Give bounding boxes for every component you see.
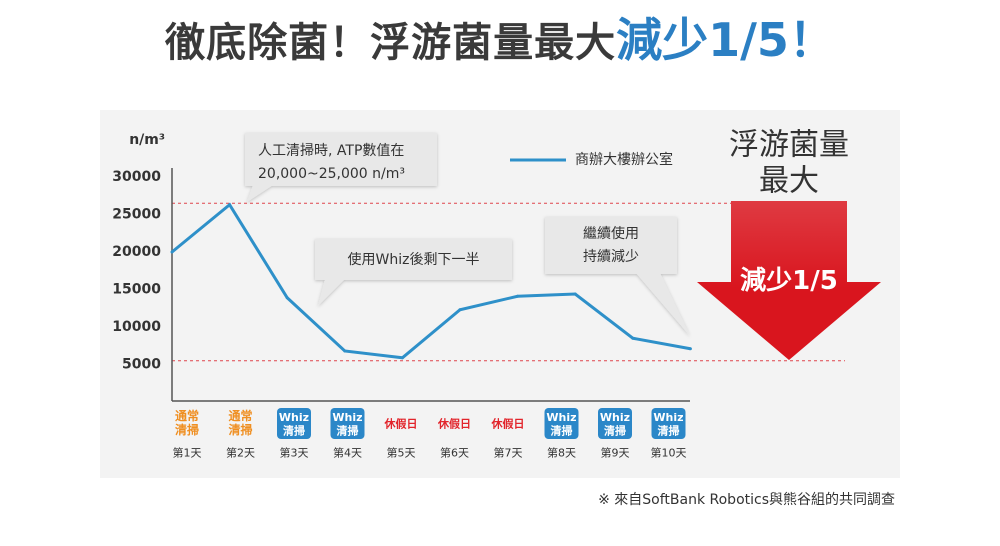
y-axis-label: n/m³ [129,132,165,148]
category-tag-text: 休假日 [437,417,471,431]
data-point [516,294,520,298]
annotation-box [545,217,677,274]
x-tick-label: 第2天 [226,446,255,460]
annotation-text: 繼續使用 [583,225,639,242]
category-tag-text: 休假日 [491,417,525,431]
annotation-box [245,133,437,186]
annotation-bubble [245,133,437,202]
category-tag-text: 清掃 [337,424,359,438]
annotation-bubble [315,239,512,306]
data-point [573,292,577,296]
data-point [400,356,404,360]
annotation-text: 使用Whiz後剩下一半 [348,251,480,268]
y-tick-label: 5000 [122,357,161,373]
category-tag-text: 清掃 [175,422,199,437]
annotation-tail [247,185,273,202]
category-tag-text: 清掃 [228,422,252,437]
category-tag-text: Whiz [332,411,362,424]
category-tag-text: 通常 [228,408,252,423]
x-tick-labels: 第1天 第2天 第3天 第4天 第5天 第6天 第7天 第8天 第9天 第10天 [173,446,687,460]
axes [171,168,690,402]
category-tag-text: Whiz [279,411,309,424]
title-main: 徹底除菌！浮游菌量最大 [165,20,617,66]
annotation-text: 持續減少 [583,248,639,265]
data-point [458,308,462,312]
category-tag-text: Whiz [600,411,630,424]
category-tag-text: 清掃 [658,424,680,438]
category-tag-badge [651,408,686,439]
x-tick-label: 第9天 [601,446,630,460]
y-tick-label: 30000 [112,169,161,185]
category-tag-badge [277,408,311,439]
series [170,202,692,360]
annotation-box [315,239,512,280]
category-tag-badge [598,408,632,439]
y-tick-labels: 5000 10000 15000 20000 25000 30000 [112,169,161,373]
category-tag-text: 清掃 [283,424,305,438]
callout-heading-line2: 最大 [759,164,819,199]
y-tick-label: 15000 [112,282,161,298]
annotation-tail [318,279,345,306]
x-tick-label: 第5天 [387,446,416,460]
x-tick-label: 第4天 [333,446,362,460]
category-tag-text: 休假日 [384,417,418,431]
category-tag-text: 清掃 [604,424,626,438]
y-tick-label: 10000 [112,319,161,335]
category-tag-badge [544,408,579,439]
data-point [170,250,174,254]
data-point [285,296,289,300]
data-point [228,203,232,207]
category-tag-text: Whiz [546,411,576,424]
category-tag-text: Whiz [653,411,683,424]
category-tag-text: 清掃 [551,424,573,438]
category-tag-badge [330,408,365,439]
category-tag-text: 通常 [175,408,199,423]
legend: 商辦大樓辦公室 [510,151,673,168]
x-tick-label: 第8天 [547,446,576,460]
annotations: 人工清掃時, ATP數值在 20,000~25,000 n/m³ 使用Whiz後剩下… [245,133,690,336]
reduction-callout: 浮游菌量 最大 減少1/5 [697,128,881,360]
footnote: ※ 來自SoftBank Robotics與熊谷組的共同調查 [598,492,895,508]
data-point [688,347,692,351]
annotation-text: 人工清掃時, ATP數值在 [258,142,404,159]
title-highlight: 減少1/5！ [616,13,835,67]
series-line [171,202,691,360]
x-tick-label: 第10天 [651,446,687,460]
y-tick-label: 20000 [112,244,161,260]
annotation-text: 20,000~25,000 n/m³ [258,166,405,182]
x-tick-label: 第6天 [440,446,469,460]
annotation-tail [636,273,690,336]
annotation-bubble [545,217,690,336]
arrow-label: 減少1/5 [740,266,838,296]
arrow-highlight [697,201,881,360]
callout-heading-line1: 浮游菌量 [729,128,849,163]
data-point [631,336,635,340]
data-point [343,349,347,353]
x-tick-label: 第3天 [280,446,309,460]
x-tick-label: 第7天 [494,446,523,460]
y-tick-label: 25000 [112,207,161,223]
x-tick-label: 第1天 [173,446,202,460]
page-title: 徹底除菌！浮游菌量最大減少1/5！ [0,8,1000,72]
legend-label: 商辦大樓辦公室 [575,151,673,168]
